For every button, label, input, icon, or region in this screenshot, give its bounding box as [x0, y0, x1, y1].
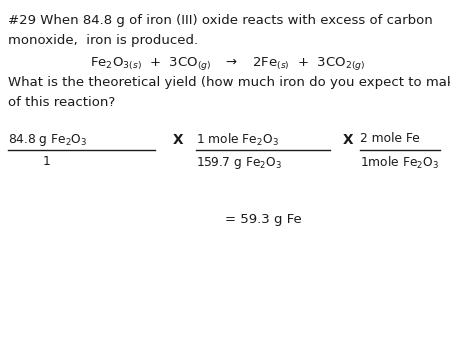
Text: X: X — [173, 133, 184, 147]
Text: 159.7 g Fe$_2$O$_3$: 159.7 g Fe$_2$O$_3$ — [196, 155, 282, 171]
Text: 1mole Fe$_2$O$_3$: 1mole Fe$_2$O$_3$ — [360, 155, 439, 171]
Text: = 59.3 g Fe: = 59.3 g Fe — [225, 213, 302, 226]
Text: X: X — [343, 133, 354, 147]
Text: of this reaction?: of this reaction? — [8, 96, 115, 109]
Text: 84.8 g Fe$_2$O$_3$: 84.8 g Fe$_2$O$_3$ — [8, 132, 87, 148]
Text: What is the theoretical yield (how much iron do you expect to make?): What is the theoretical yield (how much … — [8, 76, 450, 89]
Text: #29 When 84.8 g of iron (III) oxide reacts with excess of carbon: #29 When 84.8 g of iron (III) oxide reac… — [8, 14, 433, 27]
Text: Fe$_2$O$_{3(s)}$  +  3CO$_{(g)}$   $\rightarrow$   2Fe$_{(s)}$  +  3CO$_{2(g)}$: Fe$_2$O$_{3(s)}$ + 3CO$_{(g)}$ $\rightar… — [90, 55, 365, 72]
Text: 1 mole Fe$_2$O$_3$: 1 mole Fe$_2$O$_3$ — [196, 132, 279, 148]
Text: 2 mole Fe: 2 mole Fe — [360, 132, 420, 145]
Text: monoxide,  iron is produced.: monoxide, iron is produced. — [8, 34, 198, 47]
Text: 1: 1 — [43, 155, 51, 168]
